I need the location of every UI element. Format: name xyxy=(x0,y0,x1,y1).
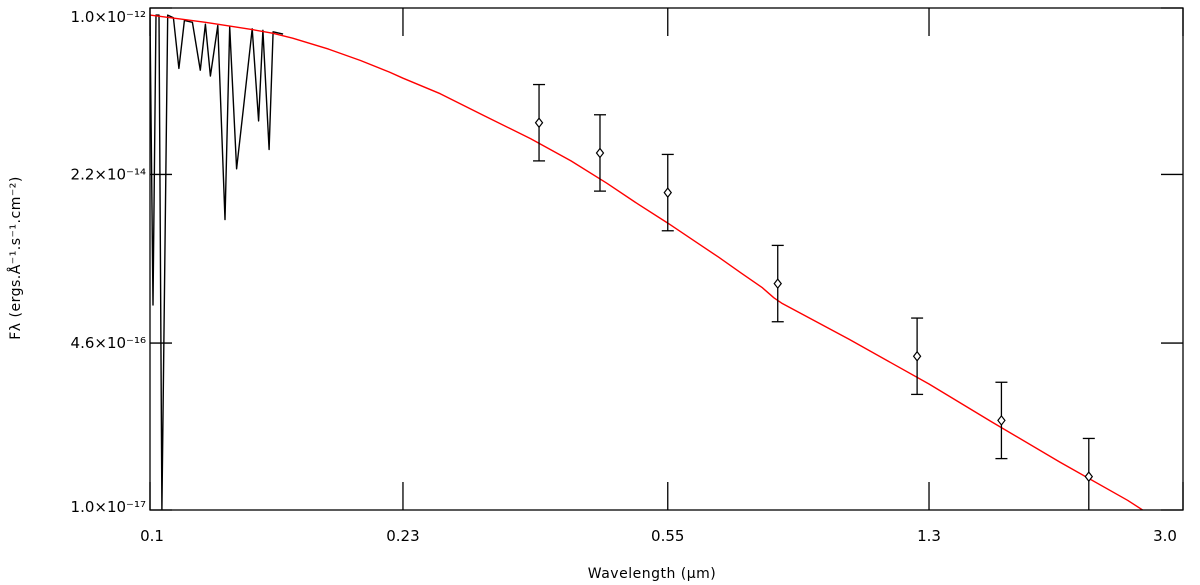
data-layer xyxy=(150,14,1144,510)
y-tick-label: 1.0×10⁻¹⁷ xyxy=(71,498,146,516)
data-point xyxy=(911,317,924,396)
y-tick-label: 1.0×10⁻¹² xyxy=(71,8,146,26)
diamond-marker xyxy=(534,117,544,129)
plot-frame xyxy=(149,7,1184,511)
y-axis-title: Fλ (ergs.Å⁻¹.s⁻¹.cm⁻²) xyxy=(7,176,24,340)
x-tick-label: 0.1 xyxy=(140,527,164,545)
series-line-1 xyxy=(150,14,1144,510)
data-point xyxy=(533,83,546,162)
diamond-marker xyxy=(663,187,673,199)
data-point xyxy=(661,153,674,232)
axes-layer: 0.1 0.23 0.55 1.3 3.0 1.0×10⁻¹² 2.2×10⁻¹⁴ 4.6×1… xyxy=(71,7,1184,545)
x-tick-label: 1.3 xyxy=(917,527,941,545)
series-line-0 xyxy=(150,14,284,510)
diamond-marker xyxy=(595,147,605,159)
plot-area xyxy=(150,14,1144,510)
diamond-marker xyxy=(1084,471,1094,483)
diamond-marker xyxy=(912,350,922,362)
x-tick-label: 0.55 xyxy=(651,527,684,545)
y-tick-label: 4.6×10⁻¹⁶ xyxy=(71,334,146,352)
x-tick-label: 0.23 xyxy=(386,527,419,545)
data-point xyxy=(995,381,1008,460)
diamond-marker xyxy=(997,414,1006,426)
y-tick-label: 2.2×10⁻¹⁴ xyxy=(71,165,146,183)
x-axis-title: Wavelength (μm) xyxy=(588,566,716,582)
data-point xyxy=(771,244,784,323)
data-point xyxy=(593,114,606,192)
diamond-marker xyxy=(773,278,783,290)
data-point xyxy=(1082,437,1095,510)
x-tick-label: 3.0 xyxy=(1153,527,1177,545)
